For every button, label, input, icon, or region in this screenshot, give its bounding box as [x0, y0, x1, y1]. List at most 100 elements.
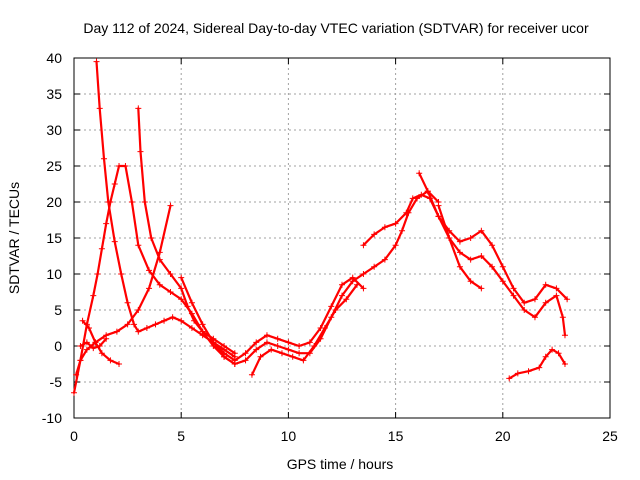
data-point [93, 58, 100, 65]
data-point [135, 105, 142, 112]
data-point [124, 321, 131, 328]
grid-layer [74, 58, 610, 418]
data-point [553, 292, 560, 299]
data-point [146, 267, 153, 274]
data-point [424, 188, 431, 195]
x-axis-label: GPS time / hours [287, 456, 394, 472]
data-point [525, 368, 532, 375]
data-point [253, 339, 260, 346]
data-point [339, 281, 345, 288]
series-track-h [210, 274, 367, 364]
data-point [263, 339, 270, 346]
data-point [167, 289, 174, 295]
data-point [231, 350, 238, 357]
data-point [263, 332, 270, 339]
data-point [416, 170, 423, 177]
data-point [148, 235, 155, 241]
y-tick-label: 20 [46, 194, 62, 210]
y-tick-label: 5 [54, 302, 62, 318]
data-point [161, 317, 168, 324]
data-point [111, 181, 118, 187]
data-point [92, 339, 99, 346]
data-point [178, 274, 185, 281]
data-point [188, 299, 195, 306]
data-point [521, 299, 528, 306]
data-point [456, 263, 463, 270]
data-point [178, 296, 185, 303]
data-point [510, 292, 517, 299]
data-point [131, 321, 138, 328]
data-point [96, 343, 103, 349]
data-point [296, 343, 303, 349]
data-point [77, 343, 84, 349]
y-tick-label: -10 [42, 410, 62, 426]
data-point [141, 199, 148, 205]
data-point [83, 339, 90, 346]
data-point [167, 202, 174, 209]
data-point [137, 148, 144, 155]
data-point [167, 271, 174, 277]
data-point [242, 350, 249, 357]
data-point [467, 278, 474, 285]
data-point [446, 235, 453, 241]
data-point [268, 346, 275, 353]
series-track-j [360, 191, 571, 306]
data-point [118, 271, 125, 277]
data-point [98, 245, 105, 252]
data-point [478, 253, 485, 259]
data-point [73, 371, 80, 378]
data-point [339, 292, 345, 299]
data-point [332, 307, 339, 313]
data-point [506, 375, 513, 382]
data-point [146, 285, 153, 292]
data-point [221, 350, 228, 357]
data-point [188, 325, 195, 331]
data-point [343, 296, 350, 303]
data-point [221, 343, 228, 349]
data-point [199, 328, 206, 335]
data-point [371, 263, 378, 270]
data-point [152, 321, 159, 328]
data-point [184, 303, 191, 310]
data-point [242, 357, 249, 364]
data-point [79, 317, 86, 324]
data-point [274, 343, 281, 349]
data-point [489, 242, 496, 249]
data-point [278, 350, 285, 357]
series-line [75, 204, 172, 376]
series-line [137, 107, 236, 355]
series-line [95, 60, 236, 358]
y-tick-label: 10 [46, 266, 62, 282]
data-point [289, 353, 296, 360]
y-tick-label: 35 [46, 86, 62, 102]
data-point [360, 285, 367, 292]
data-point [555, 350, 562, 357]
data-point [116, 163, 123, 169]
data-point [285, 339, 292, 346]
data-point [128, 199, 135, 205]
data-point [107, 357, 114, 364]
data-point [135, 307, 142, 313]
data-point [559, 314, 566, 321]
data-point [101, 155, 108, 162]
y-axis-label: SDTVAR / TECUs [6, 182, 22, 294]
series-track-l [435, 202, 485, 292]
series-line [81, 319, 121, 366]
data-point [253, 346, 260, 353]
series-track-f [77, 335, 110, 352]
data-point [178, 285, 185, 292]
data-point [178, 317, 185, 324]
data-point [564, 296, 571, 303]
data-point [467, 235, 474, 241]
y-tick-label: 30 [46, 122, 62, 138]
data-point [542, 299, 549, 306]
data-point [531, 314, 538, 321]
data-point [71, 389, 77, 396]
data-point [135, 242, 142, 249]
series-line [437, 204, 483, 290]
series-track-a [71, 163, 238, 396]
data-point [549, 346, 556, 353]
data-point [135, 328, 142, 335]
data-point [86, 325, 93, 331]
series-track-m [506, 346, 568, 382]
